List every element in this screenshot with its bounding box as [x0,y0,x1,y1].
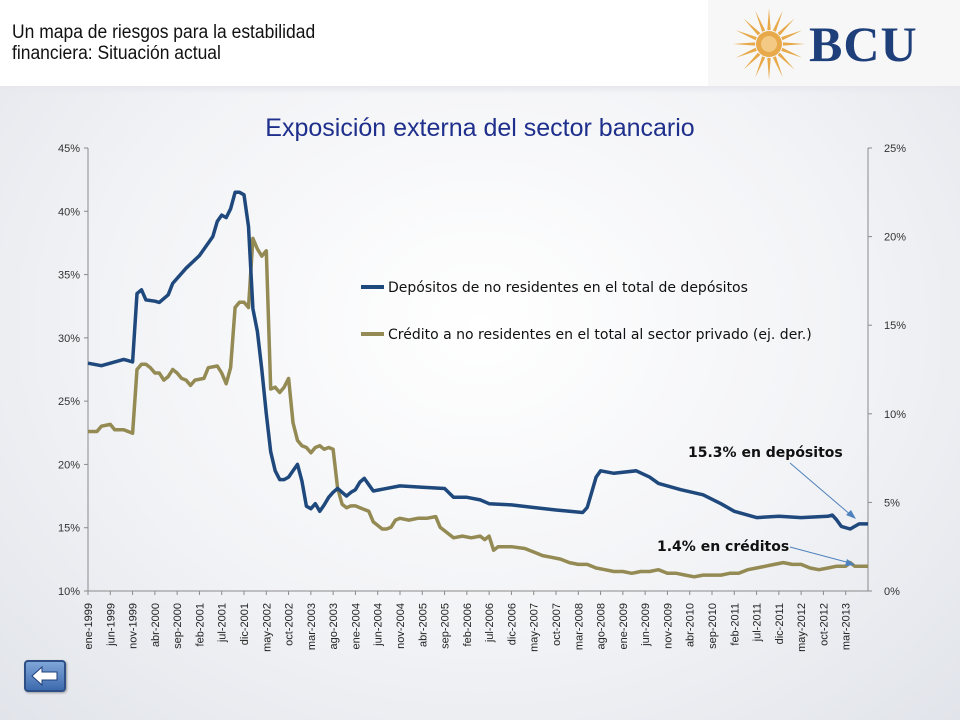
sun-ray [777,18,795,36]
x-tick-label: jul-2001 [217,603,229,643]
x-tick-label: mar-2003 [306,603,318,650]
x-tick-label: jun-2009 [640,603,652,647]
annotation-credit: 1.4% en créditos [657,539,789,555]
series-layer [87,190,868,579]
sun-ray [755,10,766,32]
y-left-tick-label: 35% [58,270,80,282]
back-button[interactable] [24,660,66,692]
y-right-tick-label: 5% [884,497,900,509]
sun-ray [733,42,756,46]
x-tick-label: dic-2011 [774,603,786,644]
back-arrow-icon [31,665,58,687]
y-left-tick-label: 15% [58,523,80,535]
y-left-tick-label: 40% [58,206,80,218]
chart-axes: 10% 15% 20% 25% 30% 35% 40% 45% 0% 5% 10% 15% 20% 25%… [58,143,906,652]
series-line-deposits [87,190,868,531]
annotation-arrowhead-credit [845,559,855,566]
x-tick-label: feb-2011 [729,603,741,646]
sun-ray [743,52,761,70]
y-right-tick-label: 25% [884,143,906,155]
y-right-tick-label: 20% [884,232,906,244]
sun-ray [735,47,757,58]
legend-label-deposits: Depósitos de no residentes en el total d… [388,280,748,296]
y-right-tick-label: 15% [884,320,906,332]
x-tick-label: dic-2006 [506,603,518,645]
y-right-tick-label: 10% [884,409,906,421]
sun-ray [777,52,795,70]
sun-ray [772,56,783,78]
y-left-tick-label: 30% [58,333,80,345]
x-tick-label: oct-2007 [551,603,563,646]
x-tick-label: mar-2013 [841,603,853,650]
chart-title: Exposición externa del sector bancario [265,114,695,142]
sun-ray [781,47,803,58]
y-left-tick-label: 20% [58,459,80,471]
x-tick-label: may-2002 [261,603,273,652]
x-tick-label: ago-2003 [328,603,340,650]
annotation-deposits: 15.3% en depósitos [688,445,843,461]
sun-ray [782,42,805,46]
x-tick-label: nov-1999 [128,603,140,649]
x-tick-label: abr-2005 [417,603,429,647]
sun-emblem-icon [733,8,805,80]
x-tick-label: jun-1999 [105,603,117,647]
annotation-arrow-credit [789,546,851,564]
y-left-tick-label: 25% [58,396,80,408]
bcu-logo [708,0,960,86]
chart-legend: Depósitos de no residentes en el total d… [361,280,812,343]
sun-ray [743,18,761,36]
x-tick-label: may-2012 [796,603,808,652]
sun-ray [767,57,771,80]
page-title: Un mapa de riesgos para la estabilidad f… [12,22,316,64]
annotation-arrow-deposits [789,462,853,517]
series-line-credit [88,236,868,579]
y-left-tick-label: 45% [58,143,80,155]
sun-ray [735,30,757,41]
x-tick-label: mar-2008 [573,603,585,650]
y-right-tick-label: 0% [884,586,900,598]
sun-ray [781,30,803,41]
x-tick-label: abr-2000 [150,603,162,647]
x-tick-label: ene-2009 [618,603,630,650]
x-tick-label: nov-2009 [662,603,674,649]
x-tick-label: abr-2010 [685,603,697,647]
sun-ray [755,56,766,78]
x-tick-label: jul-2011 [752,603,764,642]
x-tick-label: feb-2006 [462,603,474,646]
x-tick-label: jun-2004 [373,603,385,647]
x-tick-label: sep-2010 [707,603,719,649]
sun-ray [767,8,771,31]
x-tick-label: nov-2004 [395,603,407,649]
x-tick-label: sep-2005 [440,603,452,649]
x-tick-label: ene-1999 [83,603,95,650]
x-tick-label: jul-2006 [484,603,496,643]
logo-text: BCU [809,16,918,72]
x-tick-label: sep-2000 [172,603,184,649]
x-tick-label: ago-2008 [596,603,608,650]
chart-annotations: 15.3% en depósitos 1.4% en créditos [657,445,856,566]
annotation-arrowhead-deposits [846,510,856,519]
y-left-tick-label: 10% [58,586,80,598]
sun-ray [772,10,783,32]
x-tick-label: oct-2002 [284,603,296,646]
x-tick-label: dic-2001 [239,603,251,645]
x-tick-label: may-2007 [529,603,541,652]
header-divider [0,86,960,94]
x-tick-label: oct-2012 [818,603,830,646]
x-tick-label: ene-2004 [350,603,362,650]
legend-label-credit: Crédito a no residentes en el total al s… [388,327,812,343]
x-tick-label: feb-2001 [194,603,206,646]
